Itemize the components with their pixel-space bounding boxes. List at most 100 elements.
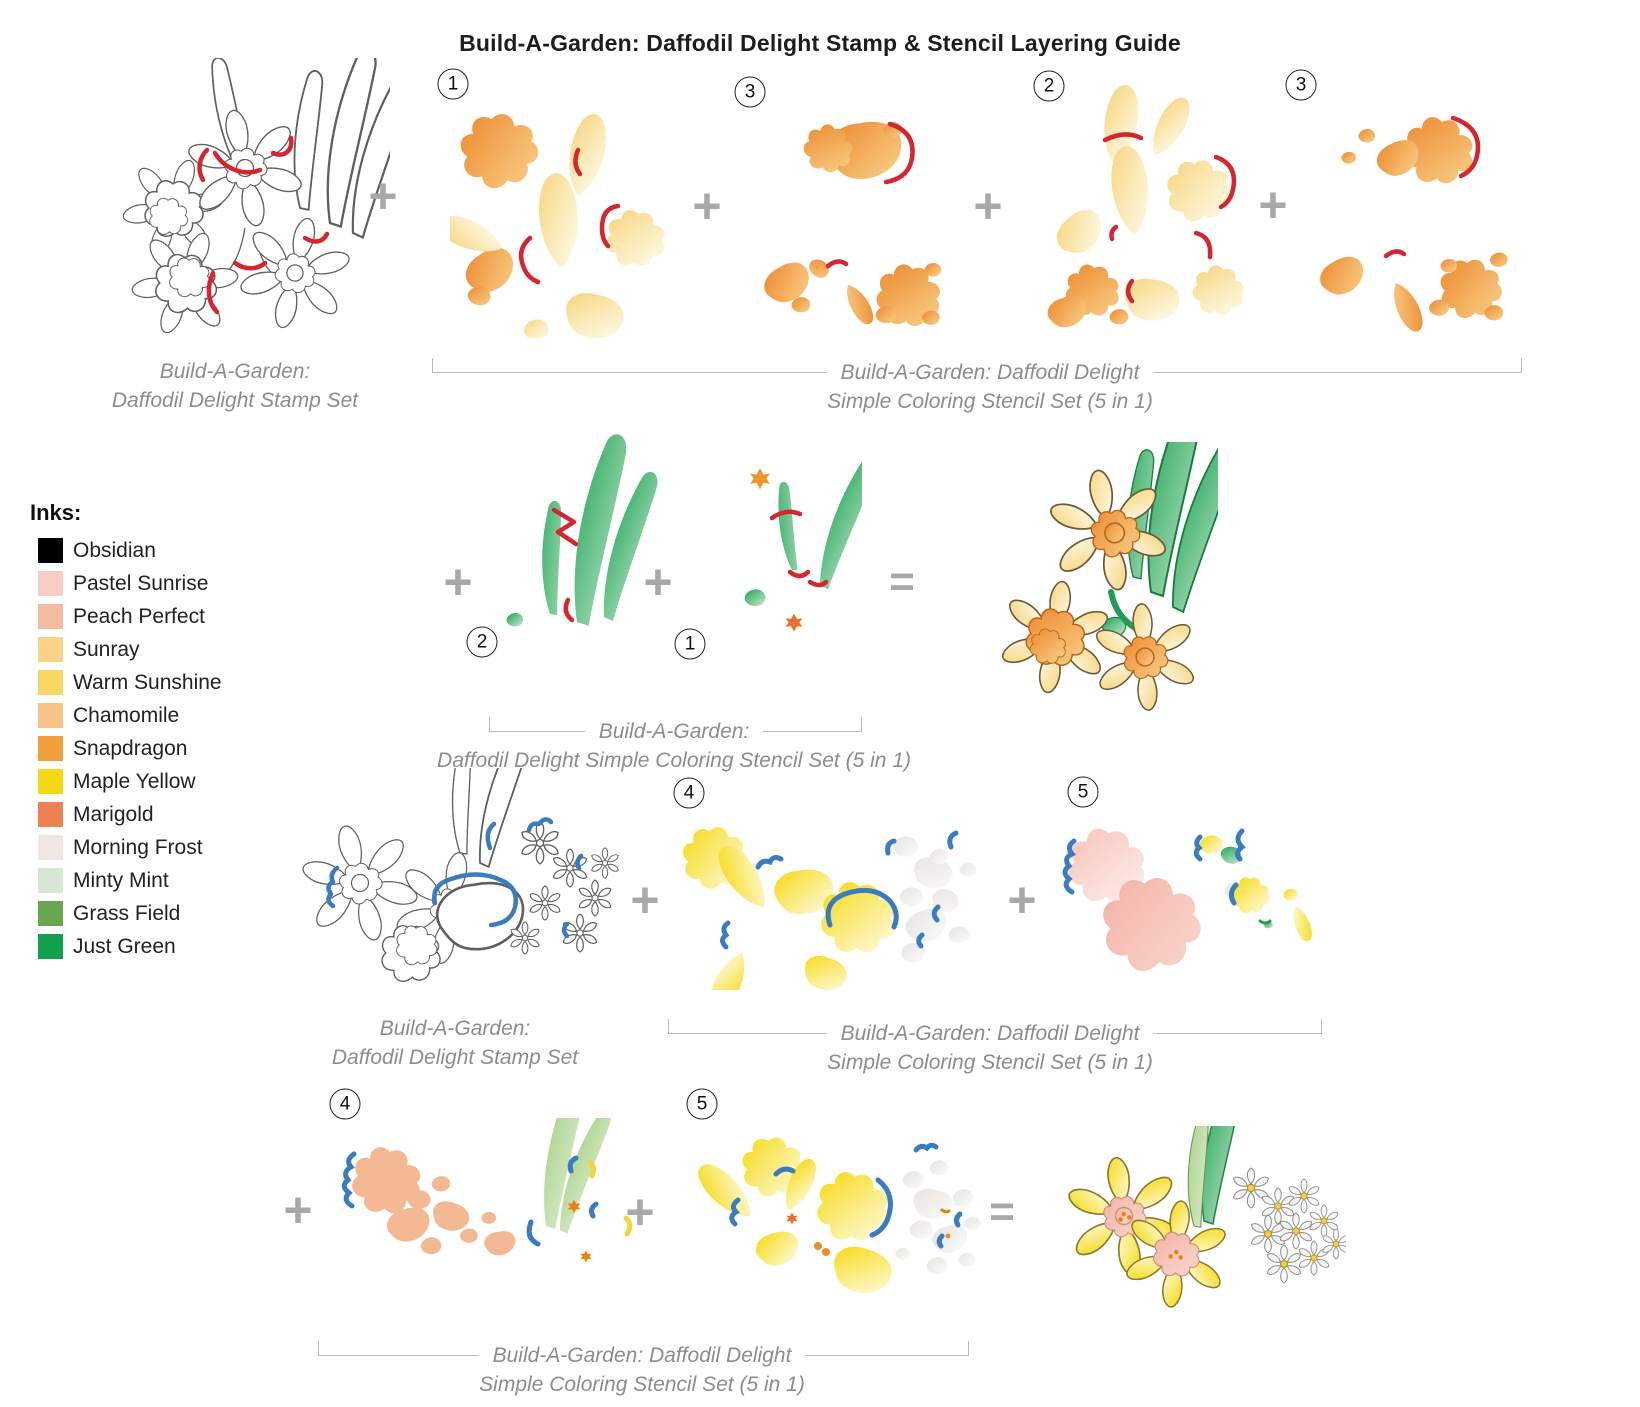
stencil-layer3-art-b [1314, 113, 1508, 333]
ink-name: Pastel Sunrise [73, 571, 209, 595]
caption-line: Daffodil Delight Stamp Set [111, 389, 359, 412]
ink-name: Chamomile [73, 703, 180, 727]
ink-swatch [38, 637, 63, 662]
orange-blobs [758, 117, 946, 331]
step-number-badge: 5 [686, 1088, 718, 1120]
orange-blobs [1044, 262, 1129, 332]
ink-swatch [38, 835, 63, 860]
step-number-badge: 3 [1285, 69, 1317, 101]
stamp-set-outline-art-2 [285, 768, 620, 982]
red-accent-strokes [518, 147, 621, 285]
small-bits [1199, 835, 1316, 944]
blue-accent-strokes [720, 830, 959, 950]
ink-swatch [38, 670, 63, 695]
ink-swatch [38, 802, 63, 827]
stencil-layer5b-art [690, 1133, 982, 1293]
ink-legend-item: Grass Field [30, 897, 222, 930]
step-number-badge: 2 [466, 626, 498, 658]
step-number-badge: 1 [437, 68, 469, 100]
caption-stencil-set-3: Build-A-Garden: Daffodil Delight Simple … [740, 1019, 1240, 1077]
plus-icon: + [625, 1184, 655, 1240]
orange-star-dot [786, 1212, 798, 1225]
stencil-layer5-art [1062, 826, 1316, 976]
orange-star-dot [785, 613, 803, 632]
plus-icon: + [973, 178, 1003, 234]
ink-name: Warm Sunshine [73, 670, 222, 694]
caption-line-text: Build-A-Garden: [584, 720, 764, 743]
plus-icon: + [630, 872, 660, 928]
orange-dots [814, 1233, 951, 1256]
ink-swatch [38, 736, 63, 761]
caption-line-text: Build-A-Garden: Daffodil Delight [478, 1344, 806, 1367]
green-tick [1258, 919, 1272, 925]
stencil-layer4-art [678, 822, 977, 990]
ink-name: Grass Field [73, 901, 181, 925]
caption-line: Build-A-Garden: [424, 717, 924, 746]
blue-accent-strokes [326, 817, 584, 939]
step-number-badge: 4 [329, 1088, 361, 1120]
plus-icon: + [283, 1182, 313, 1238]
yellow-blobs [678, 822, 898, 990]
blue-accent-strokes [729, 1142, 963, 1249]
step-number-badge: 1 [674, 628, 706, 660]
caption-line: Build-A-Garden: Daffodil Delight [392, 1341, 892, 1370]
red-accent-strokes [769, 509, 829, 588]
stencil-layer2-art [1044, 85, 1250, 332]
ink-swatch [38, 901, 63, 926]
ink-swatch [38, 571, 63, 596]
caption-line: Build-A-Garden: Daffodil Delight [740, 1019, 1240, 1048]
stamp-set-outline-art-1 [95, 58, 390, 350]
ink-legend-item: Just Green [30, 930, 222, 963]
white-narcissus-cluster [1231, 1167, 1346, 1284]
ink-swatch [38, 934, 63, 959]
red-accent-strokes [1383, 115, 1481, 259]
ink-swatch [38, 538, 63, 563]
stencil-layer1-art [450, 107, 669, 338]
caption-line: Daffodil Delight Simple Coloring Stencil… [437, 749, 911, 772]
outline-flowers [291, 768, 620, 982]
ink-legend-item: Maple Yellow [30, 765, 222, 798]
step-number-badge: 3 [734, 76, 766, 108]
ink-swatch [38, 604, 63, 629]
caption-line: Daffodil Delight Stamp Set [331, 1046, 579, 1069]
ink-legend-item: Warm Sunshine [30, 666, 222, 699]
ink-legend-item: Pastel Sunrise [30, 567, 222, 600]
ink-legend-item: Peach Perfect [30, 600, 222, 633]
red-accent-strokes [551, 507, 579, 623]
ink-name: Peach Perfect [73, 604, 205, 628]
orange-tick [940, 1208, 951, 1214]
page-title: Build-A-Garden: Daffodil Delight Stamp &… [459, 30, 1181, 56]
caption-stencil-set-1: Build-A-Garden: Daffodil Delight Simple … [640, 358, 1340, 416]
caption-line: Build-A-Garden: [379, 1017, 531, 1040]
finished-daffodil-bouquet-art-2 [1046, 1126, 1346, 1316]
stencil-layer3-art-a [758, 117, 946, 331]
peach-blobs [348, 1143, 518, 1258]
ink-name: Marigold [73, 802, 154, 826]
ink-name: Maple Yellow [73, 769, 196, 793]
ink-swatch [38, 868, 63, 893]
caption-line: Simple Coloring Stencil Set (5 in 1) [827, 390, 1153, 413]
red-accent-strokes [197, 135, 330, 315]
ink-legend-item: Morning Frost [30, 831, 222, 864]
caption-line: Simple Coloring Stencil Set (5 in 1) [479, 1373, 805, 1396]
ink-legend-item: Snapdragon [30, 732, 222, 765]
caption-stamp-set-2: Build-A-Garden: Daffodil Delight Stamp S… [280, 1014, 630, 1072]
pink-blobs [1066, 826, 1206, 976]
ink-legend-item: Minty Mint [30, 864, 222, 897]
daffodil-flower-pink-trumpet [1120, 1196, 1232, 1312]
ink-name: Sunray [73, 637, 140, 661]
ink-swatch [38, 769, 63, 794]
gray-blobs [895, 1160, 982, 1275]
ink-legend-item: Chamomile [30, 699, 222, 732]
stencil-layer1b-leaves-art [744, 447, 862, 632]
daffodil-flower-pink-trumpet [1060, 1150, 1187, 1282]
plus-icon: + [1258, 177, 1288, 233]
outline-flowers [111, 58, 390, 350]
caption-stamp-set-1: Build-A-Garden: Daffodil Delight Stamp S… [60, 357, 410, 415]
ink-legend-item: Marigold [30, 798, 222, 831]
ink-legend-item: Obsidian [30, 534, 222, 567]
ink-legend: Inks: Obsidian Pastel Sunrise Peach Perf… [30, 500, 222, 963]
ink-name: Just Green [73, 934, 176, 958]
plus-icon: + [443, 554, 473, 610]
